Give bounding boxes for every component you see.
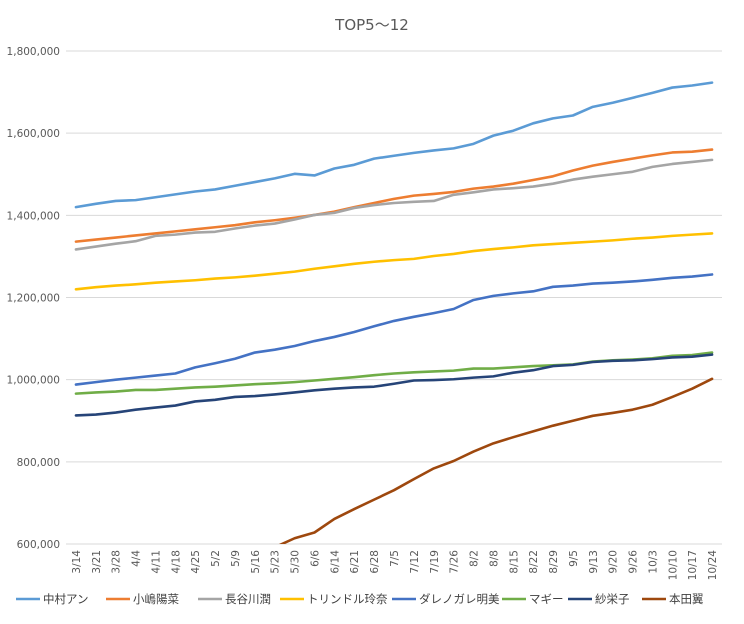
y-tick-label: 800,000 <box>17 457 60 469</box>
y-tick-label: 1,600,000 <box>7 128 60 140</box>
x-tick-label: 8/15 <box>508 550 520 574</box>
y-tick-label: 1,400,000 <box>7 210 60 222</box>
x-tick-label: 5/9 <box>230 550 242 567</box>
legend-label: 中村アン <box>43 592 89 606</box>
x-tick-label: 6/21 <box>349 550 361 574</box>
x-tick-label: 9/26 <box>628 550 640 574</box>
chart-title: TOP5～12 <box>334 16 409 34</box>
x-tick-label: 3/21 <box>91 550 103 574</box>
legend-item: ダレノガレ明美 <box>392 592 500 606</box>
y-tick-label: 1,200,000 <box>7 293 60 305</box>
series-line <box>74 81 714 209</box>
series-line <box>74 273 714 386</box>
y-tick-label: 1,000,000 <box>7 375 60 387</box>
series-lines <box>74 81 714 544</box>
series-line <box>74 158 714 251</box>
series-line <box>74 148 714 243</box>
x-tick-label: 7/19 <box>429 550 441 574</box>
legend-item: 小嶋陽菜 <box>106 592 179 606</box>
legend-label: 小嶋陽菜 <box>133 592 179 606</box>
x-tick-label: 10/17 <box>687 550 699 580</box>
x-tick-label: 6/28 <box>369 550 381 574</box>
x-tick-label: 8/29 <box>548 550 560 574</box>
legend-label: トリンドル玲奈 <box>307 592 388 606</box>
x-tick-label: 9/5 <box>568 550 580 567</box>
x-tick-label: 9/13 <box>588 550 600 574</box>
x-tick-label: 6/14 <box>329 550 341 574</box>
legend-label: 長谷川潤 <box>225 592 271 606</box>
x-tick-label: 8/2 <box>469 550 481 567</box>
legend-label: ダレノガレ明美 <box>419 592 500 606</box>
legend-item: 中村アン <box>16 592 89 606</box>
y-axis-ticks: 600,000 800,000 1,000,000 1,200,000 1,400,00… <box>7 46 60 551</box>
y-tick-label: 600,000 <box>17 539 60 551</box>
legend-label: 本田翼 <box>669 592 704 606</box>
x-tick-label: 5/30 <box>290 550 302 574</box>
legend-label: 紗栄子 <box>595 592 630 606</box>
x-tick-label: 8/22 <box>528 550 540 574</box>
legend-item: 紗栄子 <box>568 592 630 606</box>
x-tick-label: 6/6 <box>309 550 321 567</box>
legend-item: トリンドル玲奈 <box>280 592 388 606</box>
x-axis-ticks: 3/14 3/21 3/28 4/4 4/11 4/18 4/25 5/2 5/9 5/16 5/2… <box>71 550 719 581</box>
x-tick-label: 3/28 <box>111 550 123 574</box>
series-line <box>74 353 714 417</box>
x-tick-label: 4/18 <box>170 550 182 574</box>
legend-label: マギー <box>529 592 564 606</box>
x-tick-label: 7/5 <box>389 550 401 567</box>
x-tick-label: 4/4 <box>131 550 143 567</box>
x-tick-label: 7/12 <box>409 550 421 574</box>
x-tick-label: 9/20 <box>608 550 620 574</box>
x-tick-label: 10/10 <box>667 550 679 580</box>
legend-item: 長谷川潤 <box>198 592 271 606</box>
legend: 中村アン 小嶋陽菜 長谷川潤 トリンドル玲奈 ダレノガレ明美 マギー 紗栄子 本田翼 <box>16 592 704 606</box>
x-tick-label: 8/8 <box>488 550 500 567</box>
gridlines <box>66 50 722 545</box>
x-tick-label: 5/16 <box>250 550 262 574</box>
x-tick-label: 5/2 <box>210 550 222 567</box>
x-tick-label: 3/14 <box>71 550 83 574</box>
x-tick-label: 10/24 <box>707 550 719 581</box>
x-tick-label: 4/25 <box>190 550 202 574</box>
x-tick-label: 7/26 <box>449 550 461 574</box>
x-tick-label: 4/11 <box>150 550 162 574</box>
y-tick-label: 1,800,000 <box>7 46 60 58</box>
legend-item: マギー <box>502 592 564 606</box>
x-tick-label: 10/3 <box>647 550 659 574</box>
series-line <box>278 377 714 544</box>
series-line <box>74 232 714 291</box>
x-tick-label: 5/23 <box>270 550 282 574</box>
legend-item: 本田翼 <box>642 592 704 606</box>
